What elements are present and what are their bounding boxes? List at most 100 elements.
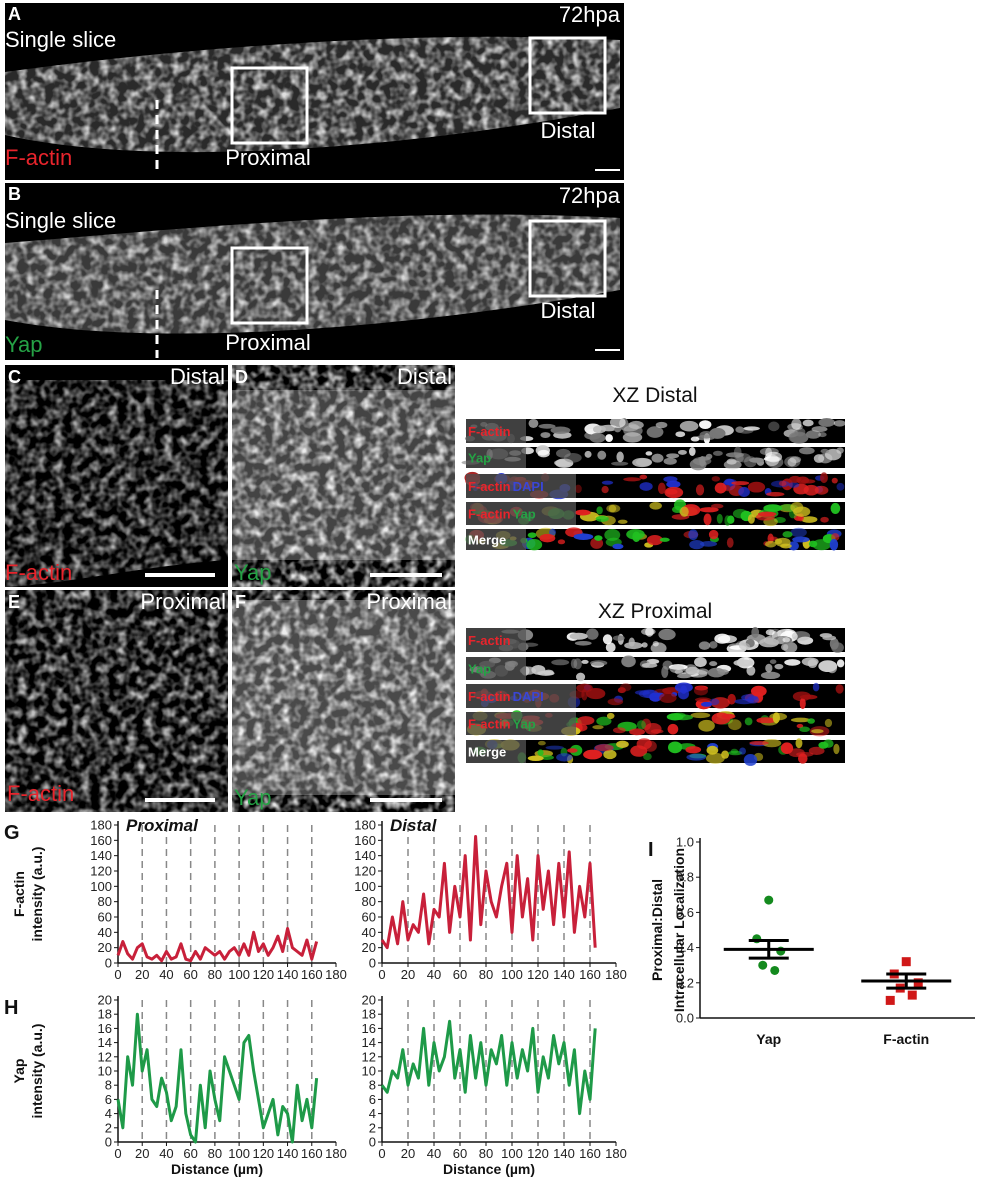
stain-label: Yap bbox=[234, 785, 272, 810]
texture bbox=[714, 633, 731, 644]
y-tick-label: 160 bbox=[354, 833, 376, 848]
texture bbox=[833, 420, 846, 427]
texture bbox=[811, 729, 824, 734]
x-tick-label: 120 bbox=[252, 967, 274, 982]
texture bbox=[709, 641, 718, 649]
x-tick-label: 0 bbox=[378, 1146, 385, 1161]
texture bbox=[629, 728, 645, 736]
texture bbox=[707, 667, 725, 678]
texture bbox=[232, 590, 455, 812]
texture bbox=[709, 427, 726, 439]
texture bbox=[671, 506, 683, 513]
texture bbox=[676, 673, 692, 679]
texture bbox=[781, 643, 789, 651]
texture bbox=[784, 659, 801, 666]
texture bbox=[802, 419, 814, 427]
y-tick-label: 0 bbox=[369, 1135, 376, 1150]
texture bbox=[623, 424, 643, 437]
texture bbox=[649, 502, 662, 510]
x-tick-label: 120 bbox=[527, 967, 549, 982]
texture bbox=[601, 485, 609, 494]
y-tick-label: 140 bbox=[90, 848, 112, 863]
x-tick-label: 80 bbox=[479, 1146, 493, 1161]
texture bbox=[736, 452, 751, 463]
texture bbox=[755, 513, 775, 521]
texture bbox=[538, 423, 556, 429]
texture bbox=[836, 482, 845, 491]
subtitle: Single slice bbox=[5, 208, 116, 233]
x-tick-label: Yap bbox=[756, 1031, 781, 1047]
texture bbox=[669, 664, 685, 674]
y-axis-title: intensity (a.u.) bbox=[29, 1024, 45, 1119]
data-point bbox=[885, 995, 895, 1005]
texture bbox=[596, 716, 612, 726]
strip-label: Yap bbox=[468, 662, 491, 677]
label-backdrop bbox=[466, 740, 526, 763]
texture bbox=[655, 421, 668, 429]
texture bbox=[698, 719, 715, 732]
y-tick-label: 60 bbox=[98, 910, 112, 925]
y-tick-label: 18 bbox=[98, 1007, 112, 1022]
texture bbox=[643, 752, 652, 761]
texture bbox=[526, 539, 543, 551]
texture bbox=[768, 421, 780, 432]
texture bbox=[724, 515, 731, 527]
texture bbox=[581, 659, 589, 664]
texture bbox=[621, 655, 636, 668]
texture bbox=[646, 426, 664, 438]
texture bbox=[574, 509, 591, 516]
texture bbox=[774, 538, 783, 545]
texture bbox=[703, 513, 712, 526]
x-tick-label: 100 bbox=[501, 1146, 523, 1161]
xz-title: XZ Proximal bbox=[598, 600, 712, 623]
texture bbox=[824, 448, 842, 461]
texture bbox=[746, 665, 756, 676]
texture bbox=[645, 451, 653, 456]
x-tick-label: 40 bbox=[159, 1146, 173, 1161]
texture bbox=[795, 738, 803, 749]
texture bbox=[800, 479, 816, 484]
texture bbox=[780, 543, 792, 549]
texture bbox=[567, 748, 578, 753]
texture bbox=[807, 659, 818, 669]
texture bbox=[590, 660, 608, 666]
strip-label-part: F-actin bbox=[468, 717, 511, 732]
texture bbox=[586, 628, 599, 640]
stain-label: Yap bbox=[5, 332, 43, 357]
texture bbox=[527, 532, 537, 538]
strip-label-part: F-actin bbox=[468, 633, 511, 648]
y-tick-label: 0 bbox=[105, 1135, 112, 1150]
x-tick-label: 60 bbox=[183, 1146, 197, 1161]
y-tick-label: 20 bbox=[362, 940, 376, 955]
texture bbox=[790, 527, 807, 538]
texture bbox=[751, 626, 760, 638]
texture bbox=[688, 447, 696, 456]
strip-label-part: F-actin bbox=[468, 424, 511, 439]
y-tick-label: 10 bbox=[362, 1064, 376, 1079]
texture bbox=[537, 449, 550, 458]
texture bbox=[527, 755, 544, 762]
texture bbox=[728, 719, 742, 731]
strip-label: Merge bbox=[468, 745, 506, 760]
texture bbox=[744, 717, 753, 726]
strip-label: Merge bbox=[468, 533, 506, 548]
texture bbox=[765, 629, 775, 636]
texture bbox=[784, 628, 793, 636]
texture bbox=[700, 701, 713, 707]
texture bbox=[695, 484, 705, 496]
texture bbox=[569, 632, 588, 640]
y-tick-label: 6 bbox=[105, 1092, 112, 1107]
y-tick-label: 10 bbox=[98, 1064, 112, 1079]
texture bbox=[612, 727, 626, 734]
texture bbox=[619, 683, 632, 692]
y-tick-label: 20 bbox=[362, 993, 376, 1008]
x-tick-label: 100 bbox=[501, 967, 523, 982]
texture bbox=[605, 434, 613, 443]
x-tick-label: 80 bbox=[479, 967, 493, 982]
y-axis-title: Yap bbox=[11, 1059, 27, 1084]
texture bbox=[696, 668, 709, 675]
texture bbox=[699, 456, 706, 467]
texture bbox=[699, 507, 719, 513]
texture bbox=[650, 729, 664, 734]
